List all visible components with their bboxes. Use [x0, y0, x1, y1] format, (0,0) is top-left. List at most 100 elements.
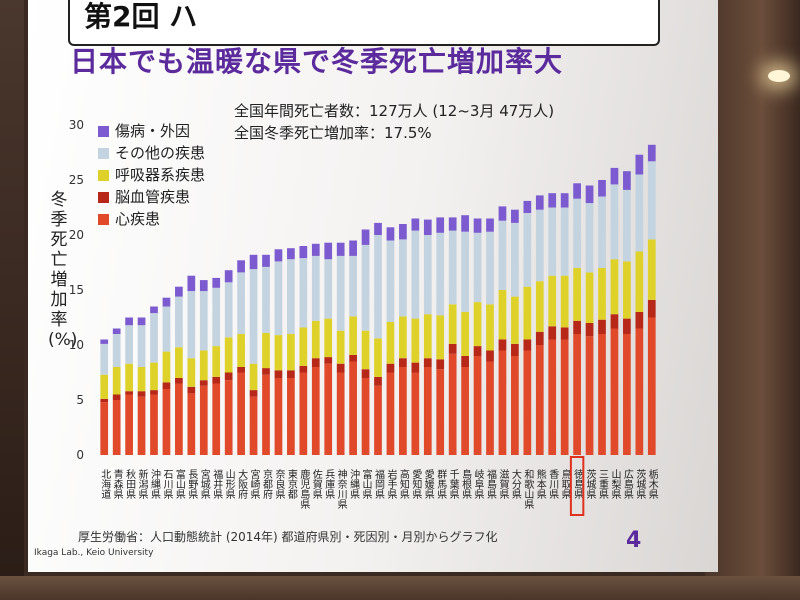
bar-segment	[647, 317, 656, 455]
room-wall-left	[0, 0, 24, 600]
x-tick-label: 島根県	[460, 468, 472, 500]
x-tick-label: 富山県	[173, 468, 185, 500]
x-tick-label: 和歌山県	[522, 469, 534, 510]
bar-segment	[374, 235, 382, 339]
bar-segment	[386, 240, 395, 322]
bar-segment	[610, 167, 619, 185]
bar-segment	[610, 328, 619, 455]
x-tick-label: 新潟県	[136, 468, 148, 500]
bar-segment	[473, 232, 482, 303]
bar-segment	[498, 290, 507, 340]
bar-segment	[647, 239, 656, 300]
bar-segment	[299, 372, 308, 455]
bar-segment	[125, 363, 133, 392]
x-tick-label: 熊本県	[534, 468, 546, 500]
slide-headline: 日本でも温暖な県で冬季死亡増加率大	[70, 45, 564, 78]
bar-segment	[336, 255, 345, 331]
bar-segment	[647, 161, 656, 240]
x-tick-label: 神奈川県	[335, 468, 347, 510]
bar-segment	[548, 193, 557, 208]
bar-segment	[187, 291, 196, 359]
bar-segment	[386, 363, 395, 373]
bar-group	[436, 217, 445, 455]
bar-segment	[150, 306, 158, 314]
bar-segment	[560, 275, 569, 328]
bar-segment	[461, 312, 469, 356]
bar-segment	[299, 327, 308, 366]
bar-group	[448, 217, 457, 455]
bar-segment	[349, 361, 357, 455]
bar-segment	[336, 363, 345, 373]
bar-segment	[436, 232, 445, 316]
x-tick-label: 大分県	[509, 468, 521, 500]
bar-segment	[399, 224, 407, 240]
bar-segment	[175, 378, 183, 384]
bar-segment	[212, 383, 221, 455]
bar-segment	[175, 383, 183, 455]
x-tick-label: 兵庫県	[323, 468, 335, 500]
bar-segment	[573, 334, 581, 455]
legend-swatch-heart	[98, 214, 109, 225]
bar-segment	[274, 261, 283, 336]
bar-segment	[560, 193, 569, 208]
bar-segment	[249, 254, 258, 270]
legend-item-cerebrovascular: 脳血管疾患	[98, 186, 258, 208]
bar-segment	[411, 318, 420, 363]
bar-group	[635, 154, 644, 455]
bar-segment	[237, 260, 245, 273]
national-winter-increase: 全国冬季死亡増加率：17.5%	[234, 124, 432, 142]
bar-group	[175, 286, 183, 455]
x-tick-label: 愛知県	[410, 468, 422, 500]
x-tick-label: 群馬県	[435, 468, 447, 500]
y-tick-label: 30	[69, 118, 84, 132]
bar-group	[399, 224, 407, 455]
y-tick-label: 5	[76, 393, 84, 407]
bar-segment	[399, 358, 407, 367]
bar-segment	[486, 350, 494, 362]
legend-item-respiratory: 呼吸器系疾患	[98, 164, 258, 186]
bar-segment	[274, 335, 283, 371]
bar-segment	[100, 398, 109, 403]
bar-segment	[448, 217, 457, 231]
bar-segment	[311, 358, 320, 367]
bar-group	[461, 215, 469, 455]
bar-segment	[635, 174, 644, 252]
x-tick-label: 沖縄県	[348, 468, 360, 500]
bar-group	[125, 317, 133, 455]
bar-segment	[411, 230, 420, 319]
x-tick-label: 高知県	[397, 468, 409, 500]
bar-group	[647, 144, 656, 455]
bar-segment	[262, 254, 270, 267]
bar-group	[274, 249, 283, 455]
bar-segment	[411, 218, 420, 231]
bar-segment	[336, 330, 345, 364]
slide-series-title: 第2回 ハ	[68, 0, 660, 46]
bar-segment	[486, 218, 494, 232]
x-tick-label: 福島県	[485, 468, 497, 500]
x-tick-label: 佐賀県	[310, 469, 322, 500]
bar-segment	[175, 347, 183, 378]
bar-segment	[573, 320, 581, 334]
bar-group	[573, 183, 581, 455]
bar-group	[249, 254, 258, 455]
bar-segment	[299, 365, 308, 373]
bar-segment	[523, 286, 532, 340]
bar-segment	[125, 391, 133, 395]
bar-segment	[212, 287, 221, 347]
bar-segment	[262, 266, 270, 333]
bar-group	[224, 270, 233, 455]
bar-segment	[349, 316, 357, 355]
bar-segment	[635, 251, 644, 312]
bar-segment	[361, 244, 370, 331]
legend-label: 脳血管疾患	[115, 188, 191, 206]
bar-segment	[274, 378, 283, 455]
bar-segment	[498, 206, 507, 221]
bar-segment	[386, 321, 395, 364]
bar-group	[199, 280, 208, 455]
bar-segment	[548, 275, 557, 327]
bar-segment	[635, 328, 644, 455]
bar-segment	[585, 185, 594, 204]
bar-segment	[585, 272, 594, 323]
bar-segment	[436, 315, 445, 360]
bar-segment	[125, 325, 133, 364]
